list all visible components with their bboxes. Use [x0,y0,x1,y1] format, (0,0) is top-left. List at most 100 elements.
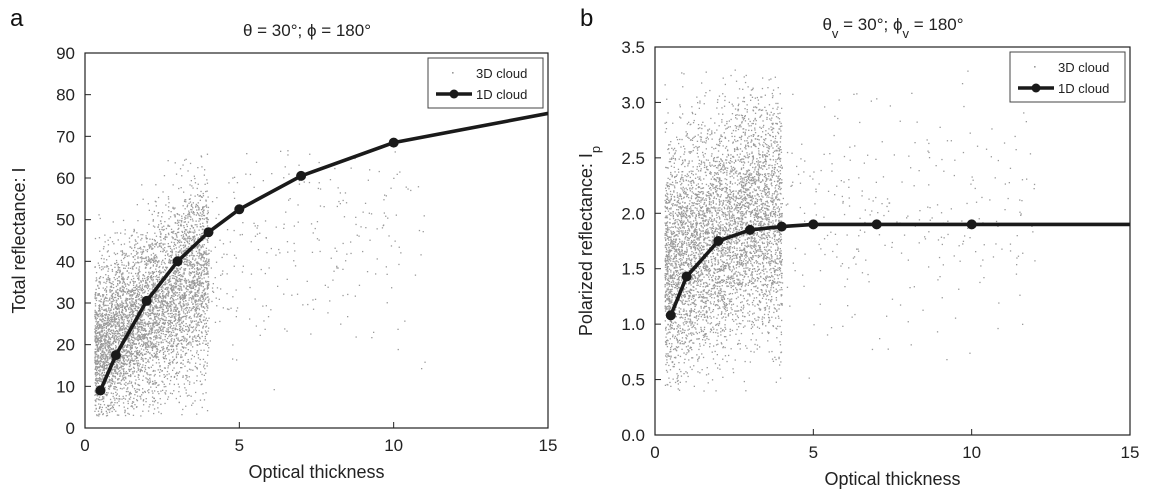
scatter-point-3d [151,327,154,330]
scatter-point-3d [200,156,203,158]
scatter-point-3d [197,316,199,318]
scatter-point-3d [183,292,185,295]
scatter-point-3d [155,304,157,306]
scatter-point-3d [114,232,116,234]
scatter-point-3d [114,366,116,368]
scatter-point-3d [109,352,112,354]
scatter-point-3d [101,340,103,343]
scatter-point-3d [161,261,163,263]
scatter-point-3d [208,260,210,262]
scatter-point-3d [203,174,205,176]
scatter-point-3d [103,261,105,264]
scatter-point-3d [155,254,157,256]
scatter-point-3d [184,238,186,240]
scatter-point-3d [167,198,170,200]
scatter-point-3d [155,244,157,246]
scatter-point-3d [107,353,109,355]
scatter-point-3d [105,332,108,334]
scatter-point-3d [184,296,186,299]
scatter-point-3d [195,293,197,296]
scatter-point-3d [96,368,99,370]
scatter-point-3d [131,359,133,362]
scatter-point-3d [107,321,109,323]
scatter-point-3d [95,364,97,366]
scatter-point-3d [350,241,352,243]
scatter-point-3d [197,194,199,196]
scatter-point-3d [154,260,156,262]
scatter-point-3d [194,400,196,402]
scatter-point-3d [164,238,166,241]
scatter-point-3d [180,248,183,250]
scatter-point-3d [111,349,113,351]
scatter-point-3d [192,236,194,238]
scatter-point-3d [99,378,101,381]
scatter-point-3d [106,336,108,338]
scatter-point-3d [203,250,205,253]
scatter-point-3d [124,307,126,309]
scatter-point-3d [203,349,205,351]
scatter-point-3d [108,411,111,413]
scatter-point-3d [131,266,133,268]
scatter-point-3d [284,166,286,168]
scatter-point-3d [178,241,180,244]
scatter-point-3d [184,313,186,315]
scatter-point-3d [102,333,104,335]
scatter-point-3d [168,225,171,227]
scatter-point-3d [123,320,125,322]
scatter-point-3d [150,386,152,388]
scatter-point-3d [127,325,129,328]
scatter-point-3d [117,298,119,300]
scatter-point-3d [175,353,178,355]
scatter-point-3d [178,214,181,216]
scatter-point-3d [148,406,150,408]
scatter-point-3d [100,257,103,260]
scatter-point-3d [130,304,132,306]
scatter-point-3d [143,309,146,311]
scatter-point-3d [350,252,352,255]
scatter-point-3d [96,374,98,376]
scatter-point-3d [194,335,196,337]
scatter-point-3d [103,258,105,260]
scatter-point-3d [100,344,102,346]
scatter-point-3d [96,338,98,340]
scatter-point-3d [167,313,169,315]
scatter-point-3d [100,330,102,332]
scatter-point-3d [164,356,166,358]
scatter-point-3d [193,282,195,284]
scatter-point-3d [154,313,156,315]
scatter-point-3d [226,253,228,256]
scatter-point-3d [193,320,196,322]
scatter-point-3d [179,323,181,325]
scatter-point-3d [122,277,124,279]
scatter-point-3d [172,298,174,301]
scatter-point-3d [206,362,208,364]
scatter-point-3d [198,244,201,246]
scatter-point-3d [165,227,168,230]
scatter-point-3d [133,363,135,365]
scatter-point-3d [197,273,199,275]
scatter-point-3d [96,414,98,417]
scatter-point-3d [126,352,128,354]
scatter-point-3d [171,321,173,324]
scatter-point-3d [101,308,103,310]
scatter-point-3d [99,370,101,373]
scatter-point-3d [255,161,258,163]
scatter-point-3d [166,236,168,238]
scatter-point-3d [192,207,194,209]
scatter-point-3d [207,210,209,212]
scatter-point-3d [151,349,154,351]
scatter-point-3d [189,286,191,288]
scatter-point-3d [152,283,155,285]
scatter-point-3d [179,285,182,287]
scatter-point-3d [397,348,399,351]
scatter-point-3d [102,364,104,366]
scatter-point-3d [407,188,409,190]
scatter-point-3d [170,297,172,299]
scatter-point-3d [141,394,143,396]
scatter-point-3d [189,272,192,274]
scatter-point-3d [201,383,203,385]
scatter-point-3d [296,293,299,295]
scatter-point-3d [94,373,96,375]
text-part: θ = 30°; ϕ = 180° [243,21,371,40]
